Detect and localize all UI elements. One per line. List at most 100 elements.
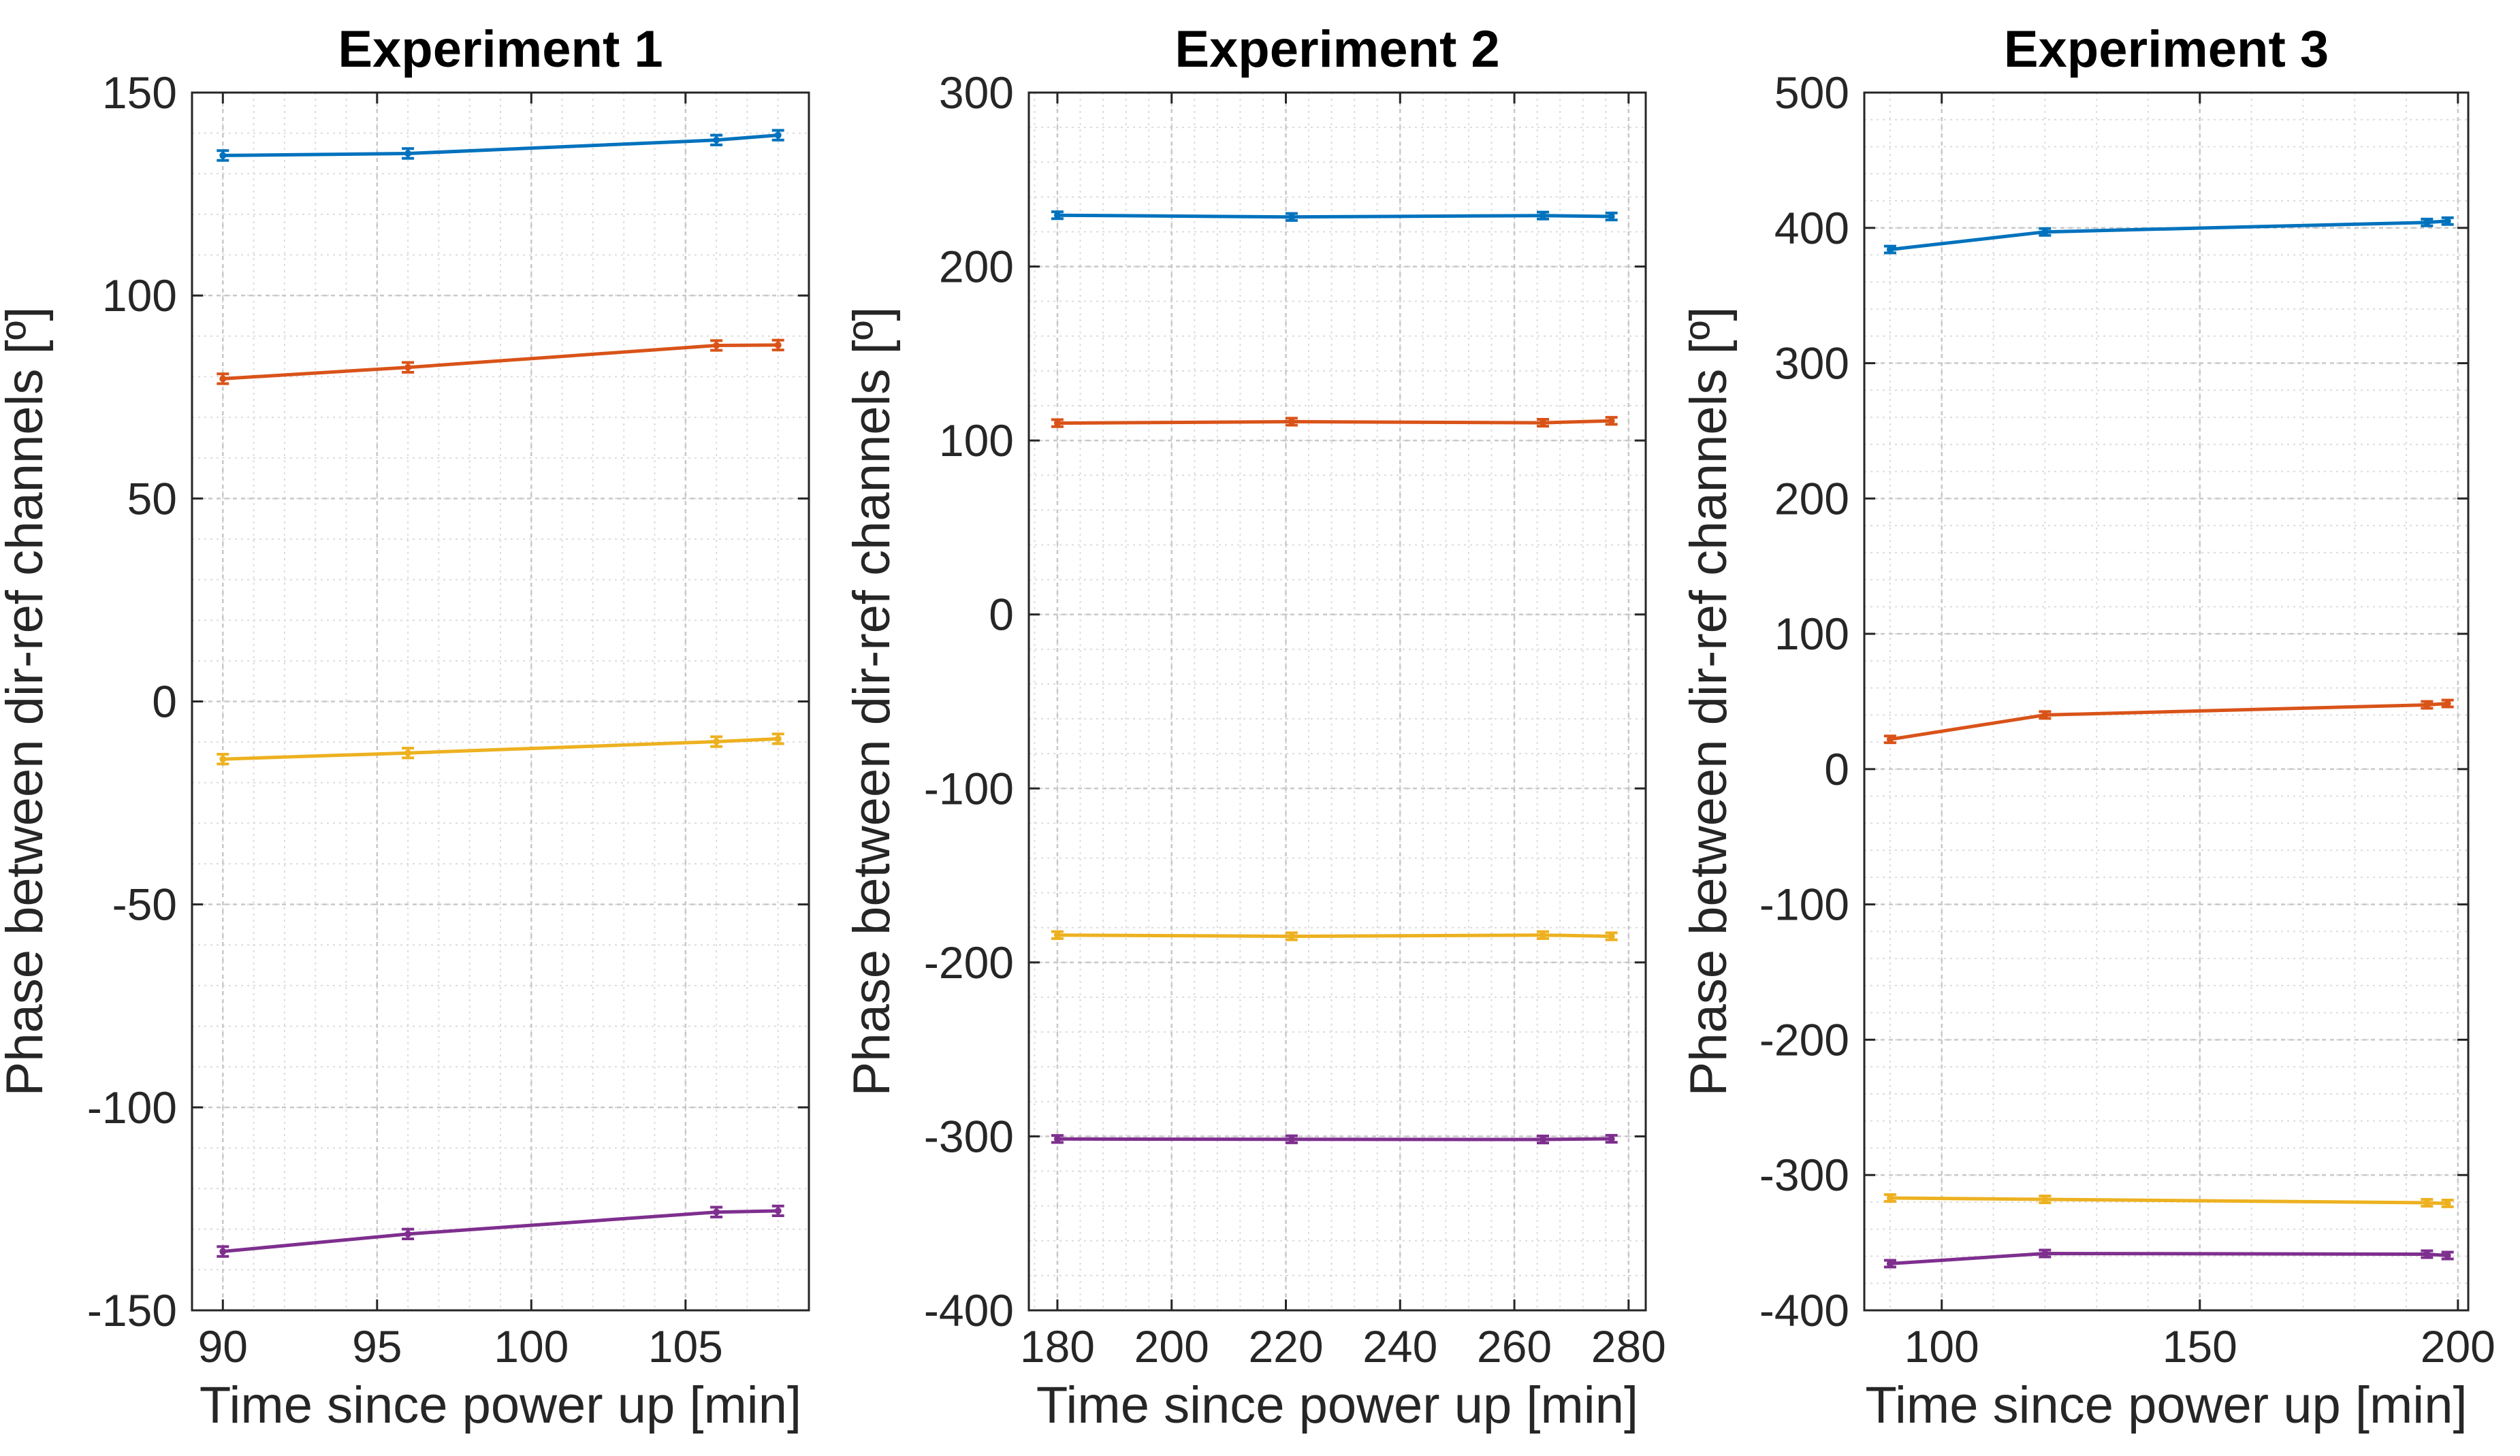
data-point xyxy=(774,735,782,743)
data-point xyxy=(2444,1252,2451,1259)
panel-title: Experiment 2 xyxy=(1175,20,1499,78)
x-tick-label: 90 xyxy=(198,1321,248,1372)
x-tick-label: 280 xyxy=(1591,1321,1666,1372)
x-tick-label: 180 xyxy=(1020,1321,1095,1372)
data-point xyxy=(1540,419,1546,427)
data-point xyxy=(2423,1250,2431,1258)
series-line xyxy=(1889,1196,2448,1206)
data-point xyxy=(774,1207,782,1214)
y-tick-label: 0 xyxy=(152,677,177,727)
series-line xyxy=(1057,213,1612,219)
x-tick-label: 200 xyxy=(1134,1321,1209,1372)
panel-2: -400 -300 -200 -100 0 100 200 300 180 200 220 240 26… xyxy=(843,20,1666,1434)
x-tick-label: 200 xyxy=(2421,1321,2495,1372)
data-point xyxy=(1886,1260,1894,1267)
panel-3: -400 -300 -200 -100 0 100 200 300 400 500 100 150 20… xyxy=(1680,20,2495,1434)
y-tick-label: 200 xyxy=(1774,473,1849,523)
x-tick-label: 220 xyxy=(1248,1321,1323,1372)
series-2 xyxy=(217,338,784,385)
series-line xyxy=(223,133,778,157)
series-3 xyxy=(217,732,784,766)
data-point xyxy=(2041,711,2049,719)
y-tick-label: -100 xyxy=(924,763,1014,813)
y-tick-label: 300 xyxy=(1774,338,1849,389)
data-point xyxy=(713,1208,720,1216)
series-4 xyxy=(1883,1248,2454,1269)
series-1 xyxy=(1883,216,2454,255)
x-tick-label: 105 xyxy=(648,1321,723,1372)
data-point xyxy=(1288,1135,1295,1143)
data-point xyxy=(404,150,412,157)
series-1 xyxy=(1051,210,1618,222)
series-line xyxy=(1889,1251,2448,1265)
data-point xyxy=(713,738,720,745)
series-3 xyxy=(1883,1193,2454,1208)
y-tick-label: -300 xyxy=(1759,1150,1849,1200)
y-tick-label: -100 xyxy=(1759,879,1849,930)
y-tick-label: 100 xyxy=(939,415,1014,466)
data-point xyxy=(2041,1196,2049,1203)
y-tick-label: -400 xyxy=(1759,1285,1849,1336)
x-axis-label: Time since power up [min] xyxy=(1036,1376,1638,1434)
x-axis-label: Time since power up [min] xyxy=(1865,1376,2467,1434)
data-point xyxy=(1608,1135,1615,1143)
series-line xyxy=(1889,702,2448,741)
y-tick-label: 150 xyxy=(102,67,177,118)
data-point xyxy=(2423,1199,2431,1206)
data-point xyxy=(1288,418,1295,425)
x-tick-label: 95 xyxy=(352,1321,402,1372)
plot-area xyxy=(1029,93,1646,1310)
data-point xyxy=(774,131,782,139)
y-tick-label: -100 xyxy=(87,1082,177,1133)
y-tick-label: 100 xyxy=(1774,609,1849,659)
data-point xyxy=(404,1230,412,1237)
y-tick-label: -200 xyxy=(924,937,1014,988)
y-tick-label: 200 xyxy=(939,242,1014,292)
data-point xyxy=(2041,1250,2049,1257)
panel-1: -150 -100 -50 0 50 100 150 90 95 100 105 Experiment… xyxy=(0,20,810,1434)
y-tick-label: -50 xyxy=(112,879,177,930)
y-tick-label: 300 xyxy=(939,67,1014,118)
y-axis-label: Phase between dir-ref channels [º] xyxy=(0,307,54,1097)
y-axis-label: Phase between dir-ref channels [º] xyxy=(1680,307,1738,1097)
data-point xyxy=(1608,933,1615,940)
series-2 xyxy=(1051,416,1618,428)
data-point xyxy=(1608,417,1615,425)
data-point xyxy=(1886,246,1894,253)
series-line xyxy=(1057,419,1612,425)
grid xyxy=(1029,91,1646,1312)
data-point xyxy=(1053,212,1061,219)
series-1 xyxy=(217,129,784,162)
series-line xyxy=(223,737,778,761)
x-tick-label: 100 xyxy=(1904,1321,1979,1372)
data-point xyxy=(219,756,227,763)
data-point xyxy=(2041,228,2049,236)
data-point xyxy=(1288,213,1295,221)
x-tick-label: 100 xyxy=(494,1321,569,1372)
series-2 xyxy=(1883,698,2454,745)
plot-area xyxy=(1864,93,2468,1310)
data-point xyxy=(1053,419,1061,427)
data-point xyxy=(1886,736,1894,743)
data-point xyxy=(2444,217,2451,225)
data-point xyxy=(1288,933,1295,940)
data-point xyxy=(2423,219,2431,226)
data-point xyxy=(774,341,782,349)
series-line xyxy=(223,1209,778,1253)
data-point xyxy=(404,363,412,371)
series-line xyxy=(1057,933,1612,939)
data-point xyxy=(219,1248,227,1255)
data-point xyxy=(713,136,720,144)
y-tick-label: -300 xyxy=(924,1111,1014,1161)
data-point xyxy=(1053,1135,1061,1143)
data-point xyxy=(404,749,412,757)
axes-box xyxy=(1863,91,2470,1312)
x-axis-label: Time since power up [min] xyxy=(200,1376,801,1434)
axes-box xyxy=(1027,91,1647,1312)
y-tick-label: -150 xyxy=(87,1285,177,1336)
y-tick-label: 500 xyxy=(1774,67,1849,118)
x-tick-label: 260 xyxy=(1477,1321,1552,1372)
data-point xyxy=(2423,701,2431,709)
y-tick-label: 400 xyxy=(1774,203,1849,253)
